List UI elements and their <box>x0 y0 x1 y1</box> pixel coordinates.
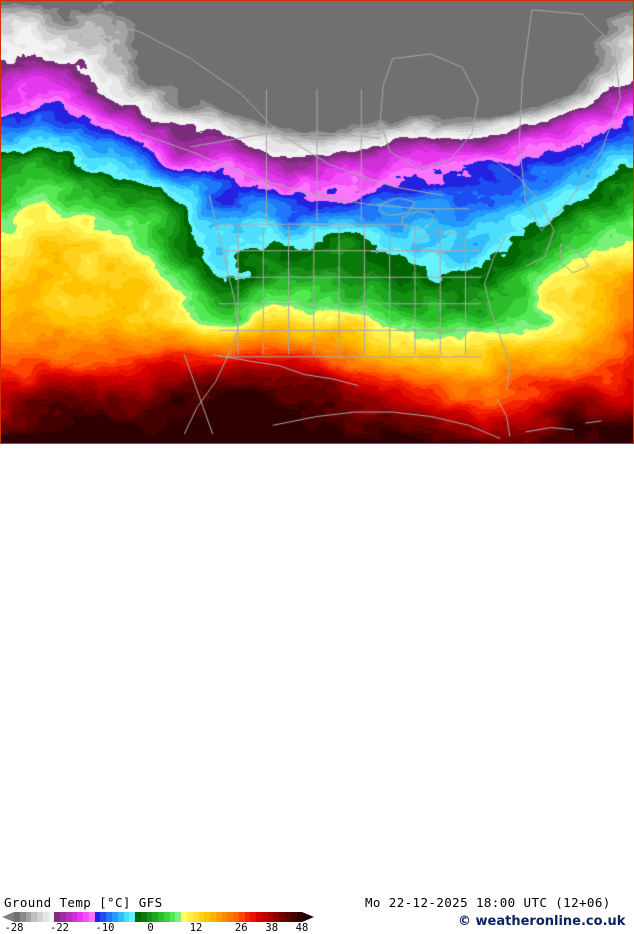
colorbar-tick: -10 <box>95 922 115 934</box>
colorbar-tick: 38 <box>265 922 279 934</box>
colorbar-below-min-arrow-icon <box>2 912 14 922</box>
weather-map-panel[interactable] <box>0 0 634 444</box>
temperature-colorbar: -28 -22 -10 0 12 26 38 48 <box>0 911 330 934</box>
colorbar-tick: 48 <box>295 922 309 934</box>
colorbar-tick-labels: -28 -22 -10 0 12 26 38 48 <box>0 922 330 934</box>
colorbar-tick: 12 <box>189 922 203 934</box>
valid-time-label: Mo 22-12-2025 18:00 UTC (12+06) <box>365 895 611 910</box>
colorbar-tick: -22 <box>50 922 69 934</box>
product-title: Ground Temp [°C] GFS <box>4 895 163 910</box>
colorbar-tick: 26 <box>234 922 248 934</box>
map-footer: Ground Temp [°C] GFS Mo 22-12-2025 18:00… <box>0 444 634 934</box>
colorbar-above-max-arrow-icon <box>302 912 314 922</box>
ground-temperature-map[interactable] <box>1 1 633 443</box>
colorbar-tick: -28 <box>4 922 24 934</box>
copyright-label: © weatheronline.co.uk <box>458 914 626 929</box>
colorbar-tick: 0 <box>147 922 154 934</box>
colorbar-gradient <box>14 912 303 922</box>
